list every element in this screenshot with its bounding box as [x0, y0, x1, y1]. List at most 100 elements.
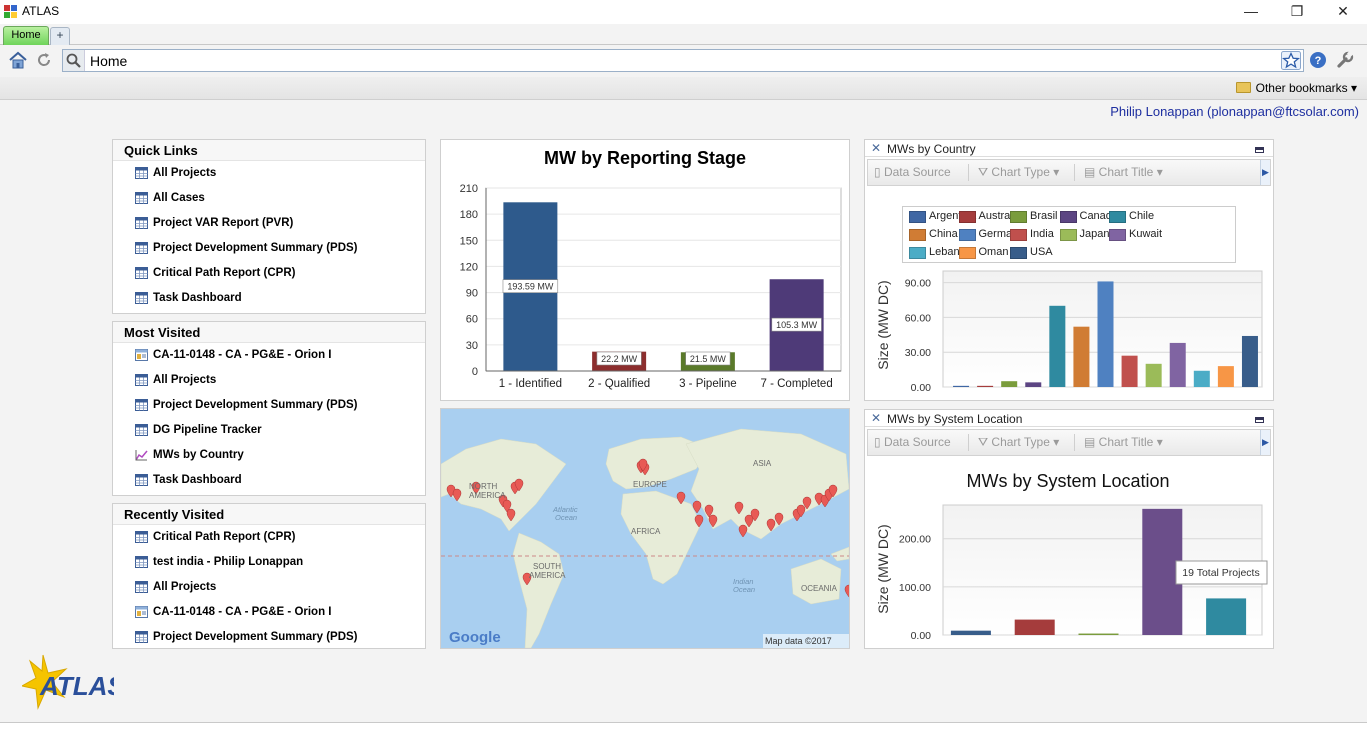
landmass — [441, 428, 849, 648]
bar[interactable] — [1049, 305, 1066, 387]
bar[interactable] — [1073, 326, 1090, 387]
bar[interactable] — [1217, 366, 1234, 387]
map-pin-icon[interactable] — [774, 512, 784, 526]
bar[interactable] — [1025, 382, 1042, 387]
bar[interactable] — [1193, 370, 1210, 387]
map-pin-icon[interactable] — [471, 481, 481, 495]
bookmark-star-icon[interactable] — [1281, 51, 1301, 70]
close-widget-icon[interactable]: ✕ — [871, 411, 882, 425]
bar[interactable] — [950, 630, 991, 635]
chart-title-button[interactable]: ▤ Chart Title ▾ — [1084, 435, 1163, 449]
nav-link[interactable]: Critical Path Report (CPR) — [113, 525, 425, 550]
restore-button[interactable]: ❐ — [1290, 3, 1304, 19]
new-tab-button[interactable]: + — [50, 27, 70, 45]
toolbar-scroll-right[interactable]: ▶ — [1260, 160, 1270, 185]
data-source-button[interactable]: ▯ Data Source — [874, 165, 951, 179]
home-icon[interactable] — [8, 50, 28, 70]
nav-link[interactable]: All Projects — [113, 575, 425, 600]
map-pin-icon[interactable] — [676, 491, 686, 505]
bar[interactable] — [977, 385, 994, 387]
nav-link[interactable]: test india - Philip Lonappan — [113, 550, 425, 575]
grid-icon — [135, 474, 148, 486]
world-map[interactable]: NORTH AMERICA EUROPE AFRICA ASIA SOUTH A… — [441, 409, 849, 648]
chart-type-button[interactable]: ⛛ Chart Type ▾ — [978, 165, 1059, 180]
grid-icon — [135, 242, 148, 254]
chart-title-button[interactable]: ▤ Chart Title ▾ — [1084, 165, 1163, 179]
tab-home[interactable]: Home — [3, 26, 49, 45]
nav-link[interactable]: CA-11-0148 - CA - PG&E - Orion I — [113, 343, 425, 368]
legend-swatch — [958, 247, 976, 259]
nav-link[interactable]: All Cases — [113, 186, 425, 211]
nav-link[interactable]: CA-11-0148 - CA - PG&E - Orion I — [113, 600, 425, 625]
folder-icon — [1235, 82, 1251, 93]
minimize-widget-icon[interactable] — [1255, 417, 1264, 423]
label-indian-2: Ocean — [733, 585, 755, 594]
nav-link[interactable]: Task Dashboard — [113, 286, 425, 311]
bar[interactable] — [953, 385, 970, 387]
bar[interactable] — [1241, 335, 1258, 387]
nav-link[interactable]: MWs by Country — [113, 443, 425, 468]
nav-link[interactable]: Project VAR Report (PVR) — [113, 211, 425, 236]
map-pin-icon[interactable] — [506, 508, 516, 522]
map-pin-icon[interactable] — [514, 478, 524, 492]
map-pin-icon[interactable] — [734, 501, 744, 515]
map-pin-icon[interactable] — [502, 499, 512, 513]
close-button[interactable]: ✕ — [1337, 3, 1349, 19]
nav-link[interactable]: Task Dashboard — [113, 468, 425, 493]
map-pin-icon[interactable] — [694, 514, 704, 528]
x-tick-label: 2 - Qualified — [588, 378, 650, 390]
legend-item: Oman — [958, 246, 1008, 259]
map-pin-icon[interactable] — [738, 524, 748, 538]
data-source-button[interactable]: ▯ Data Source — [874, 435, 951, 449]
bar[interactable] — [1001, 381, 1018, 387]
minimize-button[interactable]: — — [1244, 3, 1258, 19]
other-bookmarks-button[interactable]: Other bookmarks ▾ — [1235, 81, 1357, 95]
bar[interactable] — [1097, 281, 1114, 387]
x-tick-label: 7 - Completed — [761, 378, 833, 390]
bar[interactable] — [1014, 619, 1055, 635]
map-pin-icon[interactable] — [638, 458, 648, 472]
nav-link-label: All Projects — [153, 167, 217, 179]
bar[interactable] — [1078, 633, 1119, 635]
legend-item: Canada — [1059, 210, 1118, 223]
nav-link[interactable]: Project Development Summary (PDS) — [113, 625, 425, 650]
label-south-america: SOUTH — [533, 562, 561, 571]
map-pin-icon[interactable] — [796, 504, 806, 518]
map-pin-icon[interactable] — [744, 514, 754, 528]
map-pin-icon[interactable] — [766, 518, 776, 532]
legend-item: Japan — [1059, 228, 1109, 241]
nav-link[interactable]: DG Pipeline Tracker — [113, 418, 425, 443]
app-icon — [4, 5, 17, 18]
nav-link[interactable]: Project Development Summary (PDS) — [113, 393, 425, 418]
map-pin-icon[interactable] — [452, 488, 462, 502]
help-icon[interactable]: ? — [1309, 51, 1327, 69]
map-pin-icon[interactable] — [750, 508, 760, 522]
bar[interactable] — [1121, 355, 1138, 387]
bar[interactable] — [1206, 598, 1247, 635]
nav-link[interactable]: Critical Path Report (CPR) — [113, 261, 425, 286]
map-pin-icon[interactable] — [704, 504, 714, 518]
toolbar-scroll-right[interactable]: ▶ — [1260, 430, 1270, 455]
refresh-icon[interactable] — [34, 50, 54, 70]
map-pin-icon[interactable] — [828, 484, 838, 498]
nav-link[interactable]: Project Development Summary (PDS) — [113, 236, 425, 261]
minimize-widget-icon[interactable] — [1255, 147, 1264, 153]
map-pin-icon[interactable] — [692, 500, 702, 514]
bar[interactable] — [1145, 363, 1162, 387]
address-bar[interactable]: Home — [62, 49, 1304, 72]
address-text[interactable]: Home — [90, 53, 128, 69]
map-pin-icon[interactable] — [802, 496, 812, 510]
map-pin-icon[interactable] — [522, 572, 532, 586]
chart-type-button[interactable]: ⛛ Chart Type ▾ — [978, 435, 1059, 450]
wrench-icon[interactable] — [1335, 50, 1355, 70]
nav-link[interactable]: All Projects — [113, 161, 425, 186]
legend-swatch — [958, 229, 976, 241]
close-widget-icon[interactable]: ✕ — [871, 141, 882, 155]
bar[interactable] — [1169, 342, 1186, 387]
user-identity-link[interactable]: Philip Lonappan (plonappan@ftcsolar.com) — [1110, 104, 1359, 119]
nav-link[interactable]: All Projects — [113, 368, 425, 393]
map-pin-icon[interactable] — [708, 514, 718, 528]
data-source-icon: ▯ — [874, 435, 884, 449]
project-map[interactable]: NORTH AMERICA EUROPE AFRICA ASIA SOUTH A… — [440, 408, 850, 649]
map-pin-icon[interactable] — [844, 584, 849, 598]
